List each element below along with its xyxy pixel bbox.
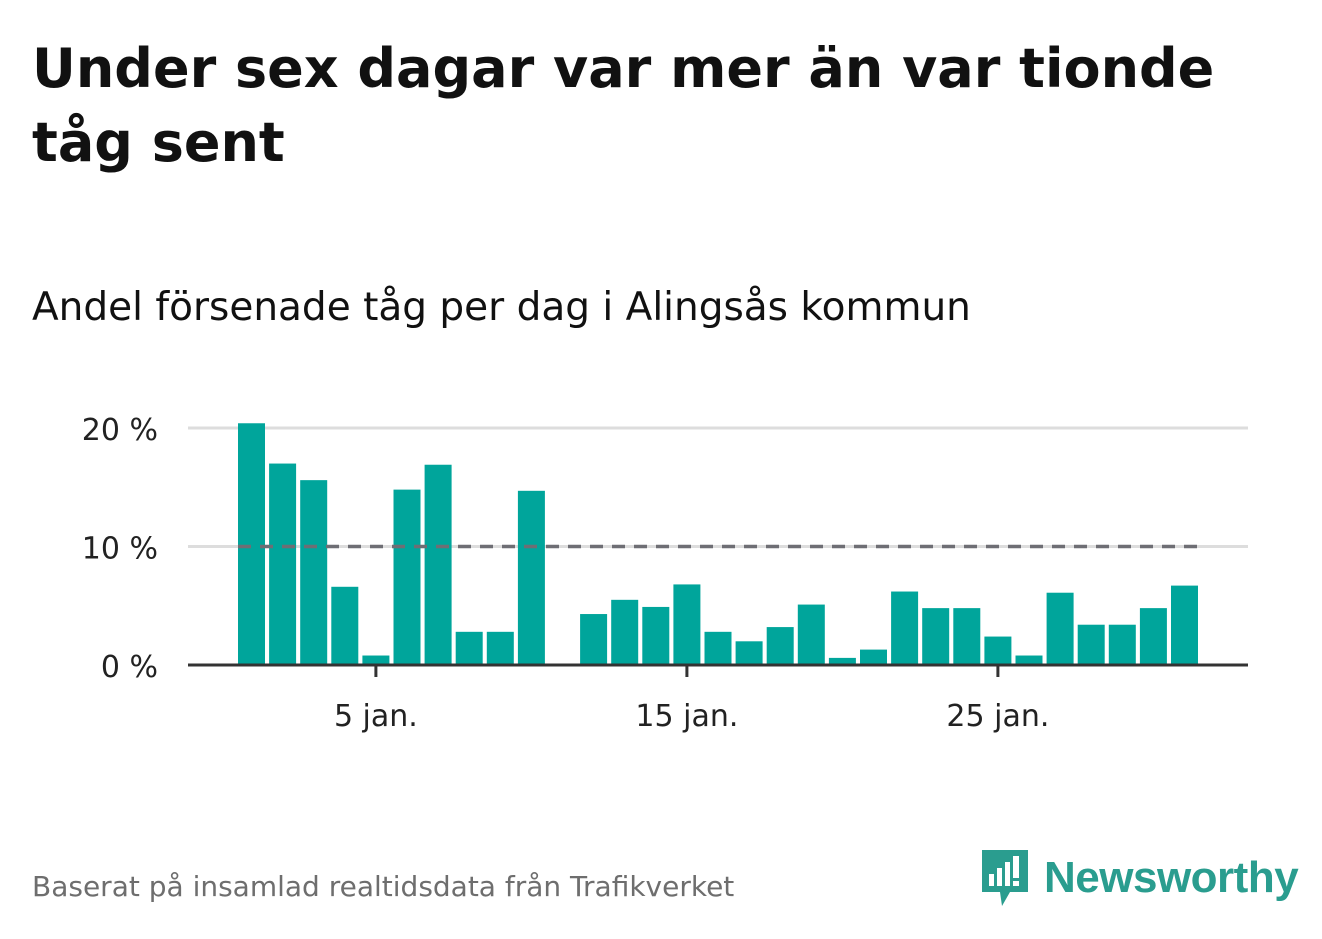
bar [517, 490, 545, 665]
bar [486, 631, 514, 665]
bar [362, 655, 390, 665]
bar [269, 463, 297, 665]
newsworthy-logo: Newsworthy [980, 848, 1299, 908]
bar [766, 627, 794, 665]
y-tick-label: 20 % [82, 413, 158, 448]
bar [238, 423, 265, 665]
x-tick-label: 5 jan. [334, 699, 418, 734]
bar [1046, 592, 1074, 665]
bar [455, 631, 483, 665]
bar [1108, 624, 1136, 665]
bar [300, 480, 328, 665]
bar [1171, 585, 1198, 665]
bar [642, 606, 670, 665]
y-tick-label: 10 % [82, 532, 158, 567]
bar [860, 649, 887, 665]
bar [704, 631, 732, 665]
bar [891, 591, 919, 665]
bar [424, 464, 452, 665]
bar [673, 584, 701, 665]
bar [953, 608, 981, 665]
bar [922, 608, 950, 665]
source-note: Baserat på insamlad realtidsdata från Tr… [32, 870, 735, 903]
bar [611, 599, 639, 665]
bar [1139, 608, 1167, 665]
bar [984, 636, 1012, 665]
newsworthy-logo-icon [982, 850, 1028, 906]
chart-subtitle: Andel försenade tåg per dag i Alingsås k… [32, 285, 971, 330]
x-tick-label: 15 jan. [635, 699, 738, 734]
bar [393, 489, 421, 665]
y-tick-label: 0 % [101, 650, 158, 685]
brand-name: Newsworthy [1044, 853, 1299, 902]
bar [580, 614, 608, 665]
chart-title: Under sex dagar var mer än var tionde tå… [32, 37, 1215, 174]
bar [828, 657, 856, 665]
bar [797, 604, 825, 665]
bar [1077, 624, 1105, 665]
x-tick-label: 25 jan. [946, 699, 1049, 734]
bar-chart: 0 % 10 % 20 % 5 jan. 15 jan. 25 jan. [82, 413, 1248, 734]
bar [735, 641, 763, 665]
bar [331, 586, 359, 665]
bar [1015, 655, 1043, 665]
